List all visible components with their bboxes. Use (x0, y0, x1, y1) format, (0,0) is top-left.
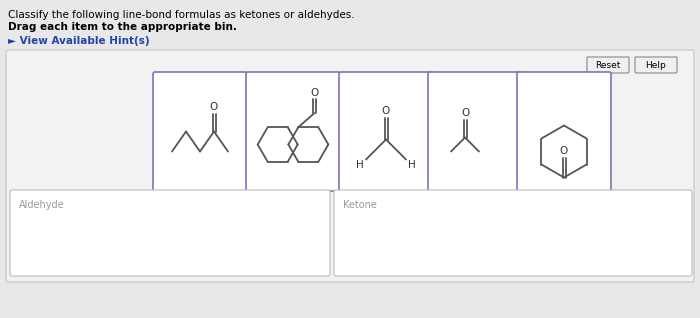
Text: Drag each item to the appropriate bin.: Drag each item to the appropriate bin. (8, 22, 237, 32)
FancyBboxPatch shape (246, 72, 340, 191)
Text: Help: Help (645, 60, 666, 70)
Text: Reset: Reset (595, 60, 621, 70)
FancyBboxPatch shape (587, 57, 629, 73)
Text: Ketone: Ketone (343, 200, 377, 210)
FancyBboxPatch shape (517, 72, 611, 191)
FancyBboxPatch shape (428, 72, 522, 191)
FancyBboxPatch shape (153, 72, 247, 191)
FancyBboxPatch shape (635, 57, 677, 73)
Text: Classify the following line-bond formulas as ketones or aldehydes.: Classify the following line-bond formula… (8, 10, 355, 20)
FancyBboxPatch shape (10, 190, 330, 276)
FancyBboxPatch shape (334, 190, 692, 276)
Text: Aldehyde: Aldehyde (19, 200, 64, 210)
Text: H: H (408, 160, 416, 169)
Text: H: H (356, 160, 364, 169)
FancyBboxPatch shape (339, 72, 433, 191)
Text: O: O (461, 108, 469, 119)
Text: O: O (382, 107, 390, 116)
Text: O: O (210, 102, 218, 113)
Text: O: O (560, 147, 568, 156)
FancyBboxPatch shape (6, 50, 694, 282)
Text: O: O (310, 88, 319, 98)
Text: ► View Available Hint(s): ► View Available Hint(s) (8, 36, 150, 46)
